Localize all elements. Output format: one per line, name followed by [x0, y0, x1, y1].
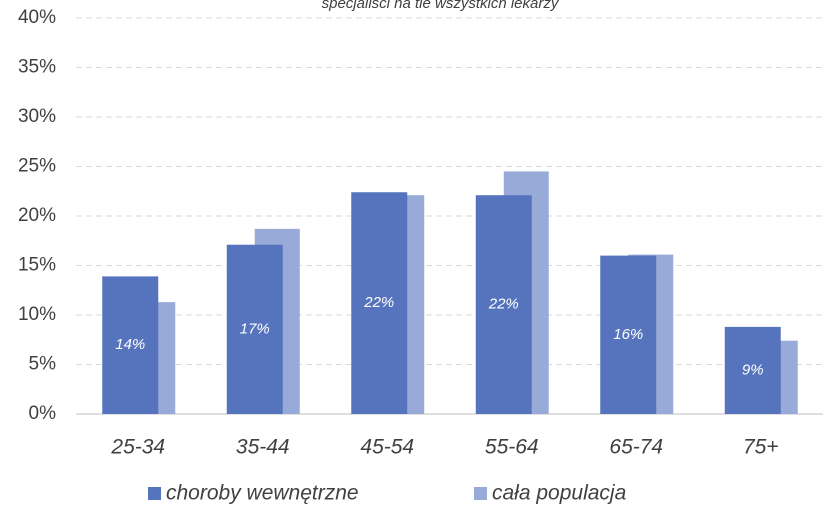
y-tick-label: 40% [18, 7, 56, 28]
data-label: 16% [613, 326, 643, 343]
bar [724, 326, 781, 414]
chart-subtitle: specjaliści na tle wszystkich lekarzy [322, 0, 560, 12]
legend-swatch [474, 487, 487, 500]
data-label: 9% [742, 361, 764, 378]
x-tick-label: 55-64 [485, 436, 539, 459]
data-label: 17% [240, 320, 270, 337]
x-tick-label: 45-54 [360, 436, 414, 459]
y-tick-label: 15% [18, 255, 56, 276]
data-label: 22% [488, 296, 519, 313]
y-tick-label: 5% [29, 354, 57, 375]
y-tick-label: 25% [18, 156, 56, 177]
y-tick-label: 10% [18, 304, 56, 325]
bar [475, 195, 532, 414]
x-tick-label: 75+ [743, 436, 779, 459]
bar [351, 192, 408, 414]
x-tick-label: 65-74 [609, 436, 663, 459]
x-tick-label: 35-44 [236, 436, 290, 459]
bar [600, 255, 657, 414]
y-tick-label: 35% [18, 57, 56, 78]
x-tick-label: 25-34 [110, 436, 165, 459]
legend-label: choroby wewnętrzne [166, 482, 359, 505]
legend-label: cała populacja [492, 482, 626, 505]
legend-swatch [148, 487, 161, 500]
bar [226, 244, 283, 414]
data-label: 22% [363, 294, 394, 311]
y-tick-label: 20% [18, 205, 56, 226]
y-tick-label: 30% [18, 106, 56, 127]
data-label: 14% [115, 336, 145, 353]
y-tick-label: 0% [29, 403, 57, 424]
bar [102, 276, 159, 414]
